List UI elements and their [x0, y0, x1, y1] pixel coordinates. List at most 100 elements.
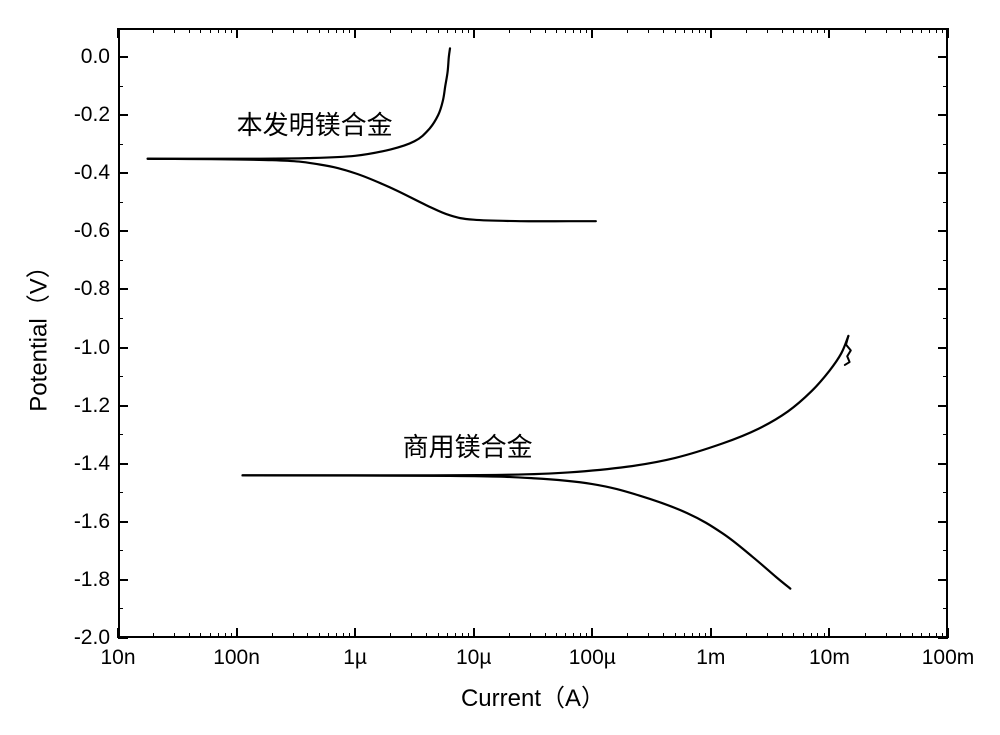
x-tick-minor	[336, 28, 337, 33]
x-tick-minor	[545, 633, 546, 638]
x-tick-major	[236, 28, 238, 38]
x-tick-minor	[438, 28, 439, 33]
y-tick-minor	[943, 376, 948, 377]
x-tick-minor	[648, 28, 649, 33]
x-tick-minor	[462, 633, 463, 638]
y-tick-minor	[943, 28, 948, 29]
x-tick-minor	[438, 633, 439, 638]
x-tick-minor	[210, 633, 211, 638]
y-tick-minor	[118, 144, 123, 145]
annotation-commercial-alloy: 商用镁合金	[403, 427, 533, 464]
x-tick-minor	[580, 28, 581, 33]
x-tick-minor	[936, 633, 937, 638]
x-tick-label: 100n	[213, 646, 260, 670]
y-tick-major	[118, 56, 128, 58]
y-tick-major	[118, 637, 128, 639]
x-tick-minor	[573, 28, 574, 33]
x-tick-minor	[811, 633, 812, 638]
y-tick-label: -0.4	[68, 161, 110, 185]
x-tick-major	[236, 628, 238, 638]
y-tick-major	[938, 637, 948, 639]
y-tick-major	[938, 347, 948, 349]
x-tick-minor	[692, 28, 693, 33]
x-tick-minor	[349, 28, 350, 33]
y-tick-major	[938, 172, 948, 174]
x-tick-minor	[824, 28, 825, 33]
y-tick-label: -1.6	[68, 510, 110, 534]
x-tick-minor	[705, 633, 706, 638]
x-tick-label: 1µ	[343, 646, 367, 670]
x-tick-major	[354, 628, 356, 638]
y-tick-major	[938, 405, 948, 407]
x-tick-minor	[684, 28, 685, 33]
x-tick-minor	[468, 28, 469, 33]
x-tick-minor	[663, 28, 664, 33]
x-tick-minor	[767, 28, 768, 33]
y-tick-major	[938, 288, 948, 290]
y-tick-label: -1.0	[68, 336, 110, 360]
x-tick-minor	[793, 633, 794, 638]
x-tick-minor	[530, 633, 531, 638]
y-tick-major	[118, 463, 128, 465]
x-tick-minor	[468, 633, 469, 638]
y-tick-minor	[118, 492, 123, 493]
x-tick-minor	[200, 28, 201, 33]
y-tick-major	[938, 579, 948, 581]
y-tick-label: -1.8	[68, 568, 110, 592]
x-tick-minor	[900, 633, 901, 638]
x-tick-label: 100µ	[569, 646, 616, 670]
x-tick-minor	[811, 28, 812, 33]
x-tick-minor	[921, 28, 922, 33]
x-tick-minor	[886, 28, 887, 33]
x-tick-minor	[462, 28, 463, 33]
y-tick-minor	[943, 86, 948, 87]
y-tick-label: -1.2	[68, 394, 110, 418]
x-tick-minor	[912, 28, 913, 33]
x-tick-label: 10µ	[456, 646, 491, 670]
x-tick-minor	[817, 633, 818, 638]
x-axis-title: Current（A）	[461, 678, 605, 713]
x-tick-major	[710, 628, 712, 638]
x-tick-major	[591, 28, 593, 38]
x-tick-minor	[767, 633, 768, 638]
y-tick-major	[938, 114, 948, 116]
y-tick-minor	[118, 318, 123, 319]
x-tick-minor	[565, 633, 566, 638]
y-tick-minor	[118, 608, 123, 609]
x-tick-minor	[272, 28, 273, 33]
y-tick-major	[118, 579, 128, 581]
x-tick-minor	[210, 28, 211, 33]
x-tick-label: 10m	[809, 646, 850, 670]
x-tick-minor	[411, 28, 412, 33]
x-tick-minor	[675, 633, 676, 638]
y-tick-major	[938, 56, 948, 58]
y-tick-minor	[943, 260, 948, 261]
y-tick-major	[118, 288, 128, 290]
x-tick-minor	[349, 633, 350, 638]
y-tick-major	[118, 347, 128, 349]
x-tick-major	[591, 628, 593, 638]
x-tick-minor	[200, 633, 201, 638]
x-tick-minor	[426, 633, 427, 638]
series-commercial_mg_alloy	[243, 336, 849, 475]
y-tick-minor	[118, 550, 123, 551]
x-tick-minor	[455, 633, 456, 638]
y-tick-minor	[943, 318, 948, 319]
x-tick-minor	[912, 633, 913, 638]
y-tick-major	[938, 463, 948, 465]
x-tick-major	[473, 628, 475, 638]
x-tick-minor	[336, 633, 337, 638]
x-tick-minor	[627, 28, 628, 33]
x-tick-minor	[174, 633, 175, 638]
x-tick-minor	[865, 633, 866, 638]
series-invention_mg_alloy	[148, 48, 450, 158]
x-tick-minor	[556, 28, 557, 33]
x-tick-major	[828, 628, 830, 638]
x-tick-minor	[343, 633, 344, 638]
y-tick-minor	[118, 434, 123, 435]
x-tick-minor	[231, 633, 232, 638]
x-tick-minor	[586, 28, 587, 33]
y-tick-minor	[943, 202, 948, 203]
x-tick-minor	[319, 633, 320, 638]
y-tick-label: -0.6	[68, 219, 110, 243]
